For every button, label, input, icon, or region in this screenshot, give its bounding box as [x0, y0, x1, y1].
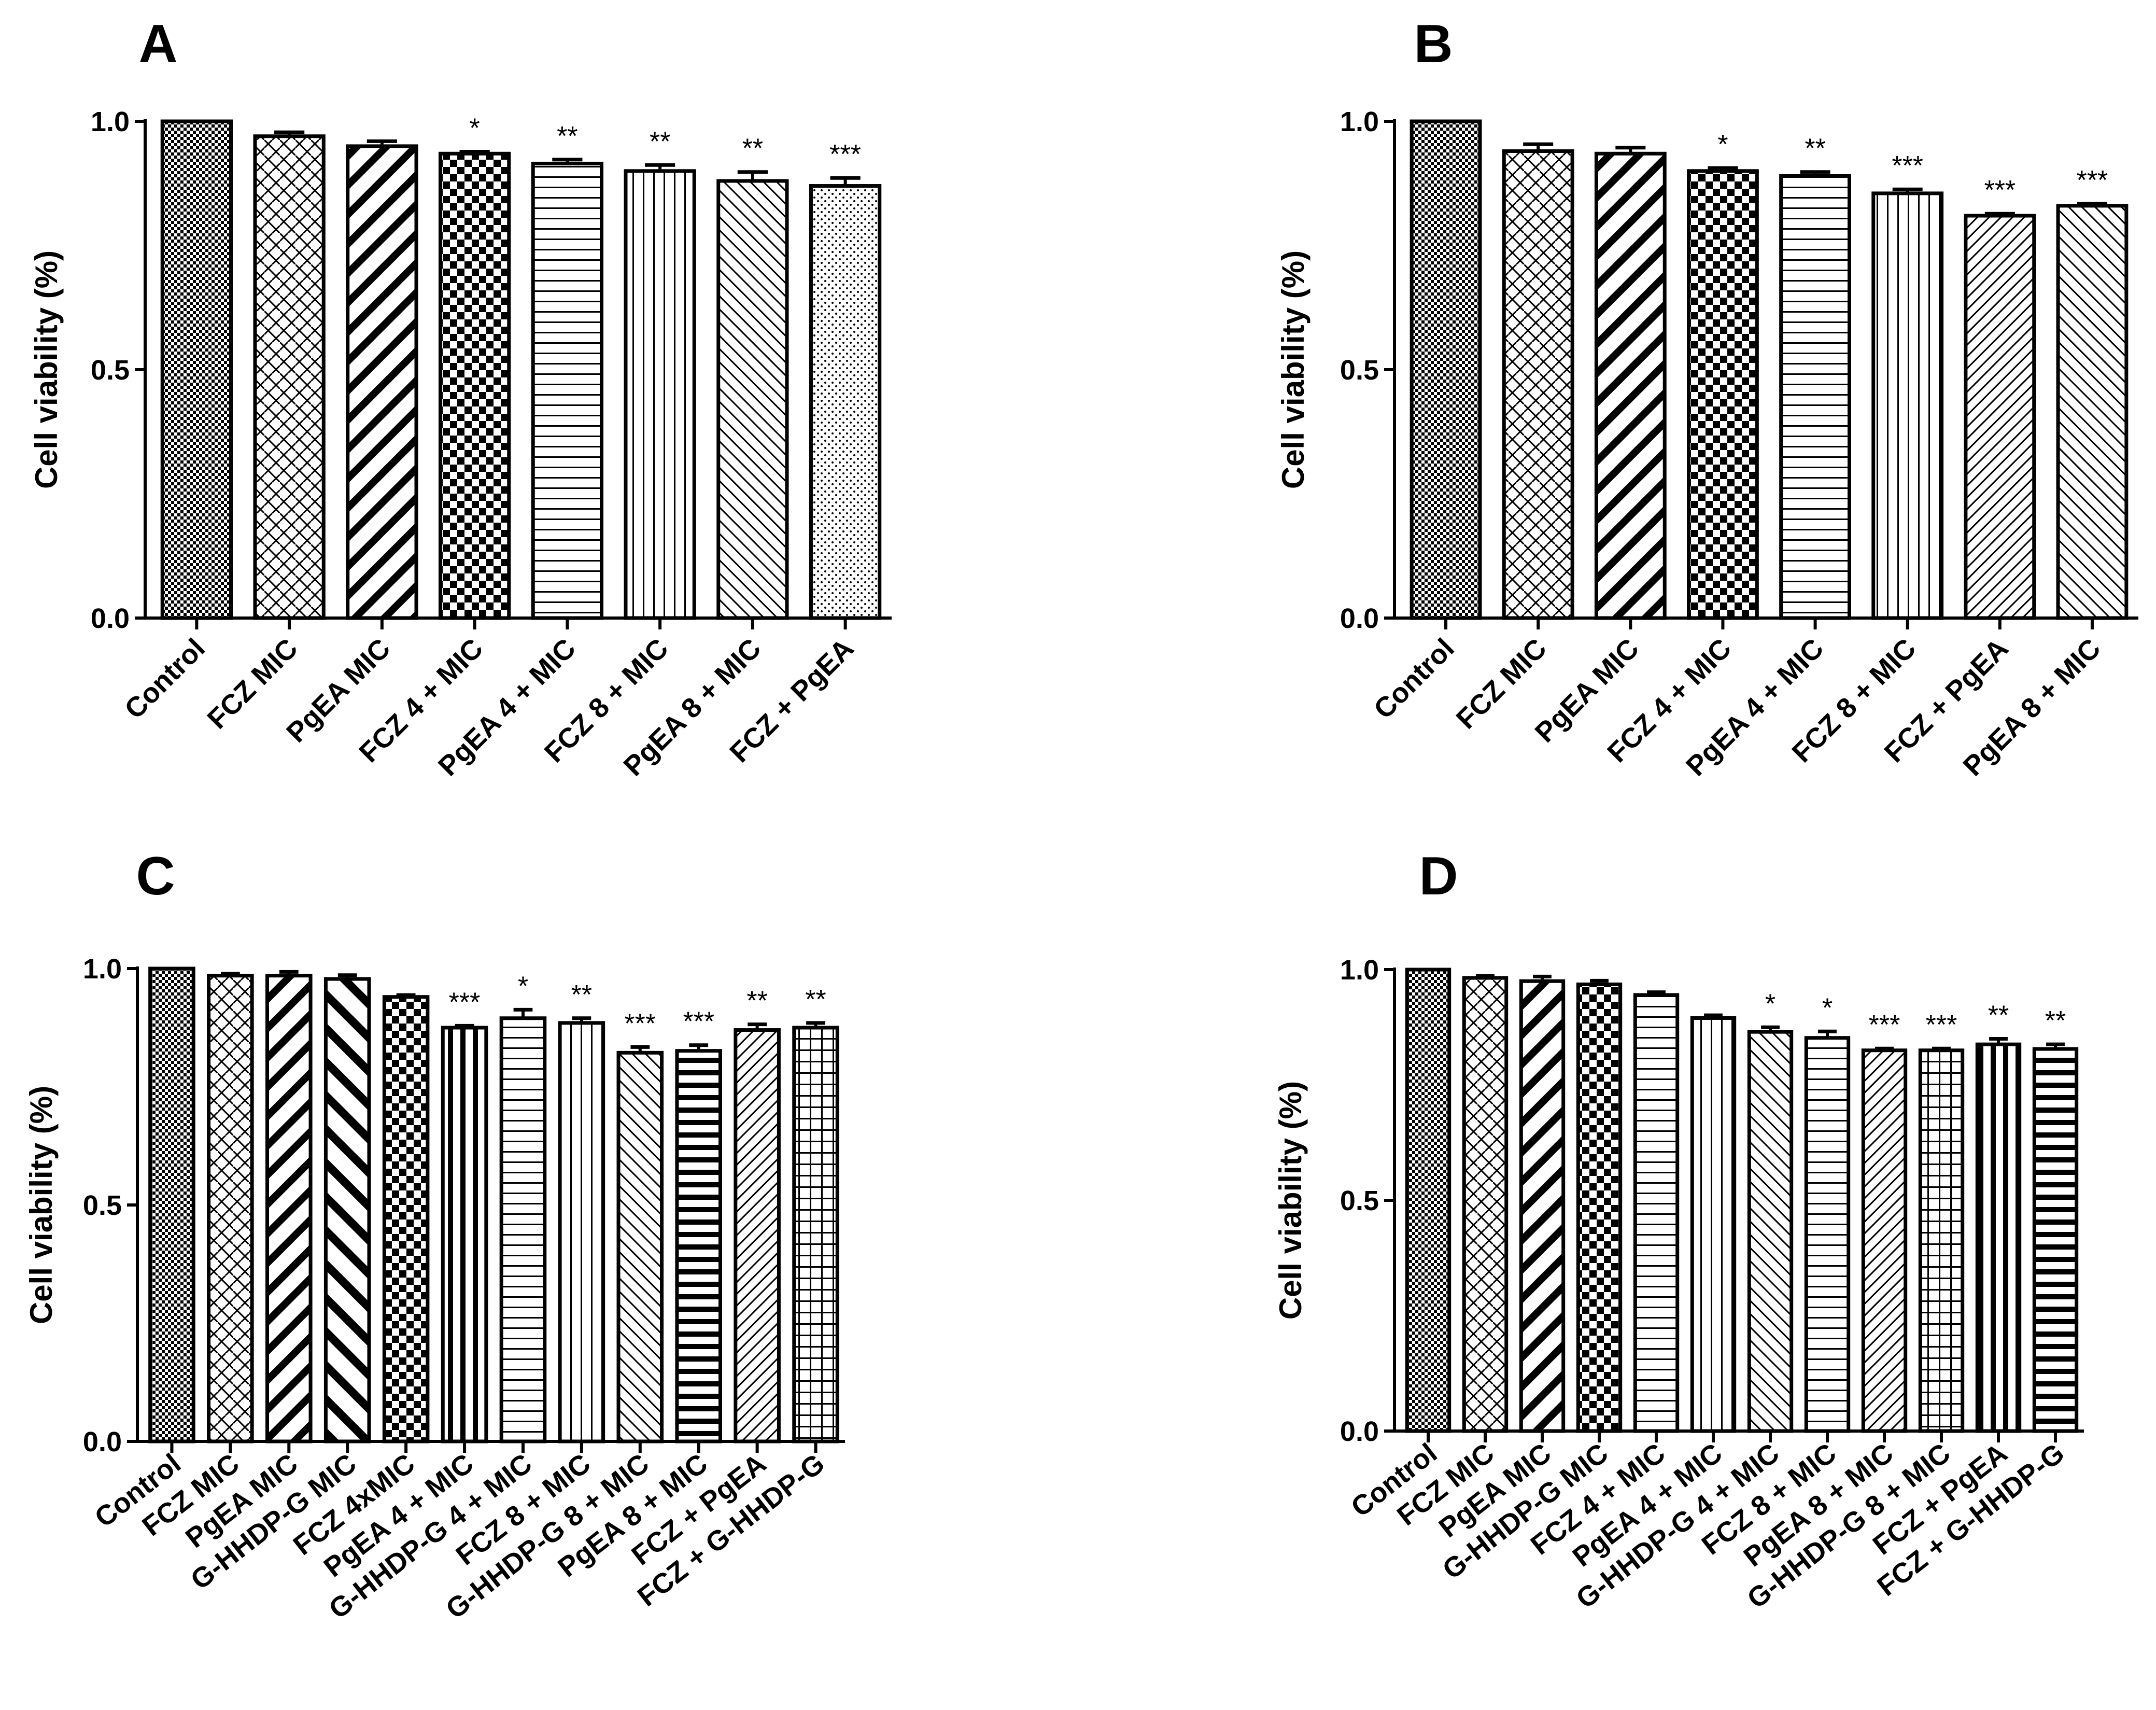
significance-marker: **: [1805, 134, 1825, 164]
y-tick-label: 0.0: [83, 1426, 122, 1457]
significance-marker: ***: [1892, 151, 1923, 181]
bar-9: [1861, 1048, 1908, 1433]
bar-2: [253, 134, 326, 620]
bar-7: [499, 1016, 547, 1443]
bar-2: [207, 974, 254, 1443]
significance-marker: ***: [449, 987, 481, 1017]
significance-marker: ***: [1926, 1010, 1957, 1040]
bar-6: [1871, 191, 1944, 620]
bar-8: [1804, 1036, 1851, 1433]
bar-3: [265, 974, 313, 1443]
y-tick-label: 1.0: [1340, 106, 1379, 137]
significance-marker: **: [746, 986, 767, 1016]
bar-7: [1964, 214, 2036, 620]
bar-1: [160, 119, 233, 620]
y-tick-label: 1.0: [91, 106, 130, 137]
bar-3: [1594, 151, 1667, 620]
panel-letter: A: [138, 14, 177, 74]
bar-11: [734, 1028, 781, 1443]
bar-4: [1687, 169, 1759, 620]
bar-1: [148, 966, 195, 1443]
bar-4: [1576, 982, 1623, 1433]
significance-marker: *: [1822, 993, 1833, 1023]
significance-marker: ***: [683, 1007, 714, 1037]
x-tick-label: Control: [119, 633, 211, 725]
bar-2: [1462, 976, 1509, 1433]
y-tick-label: 0.0: [1340, 603, 1379, 634]
significance-marker: **: [1988, 1001, 2009, 1031]
bar-2: [1502, 149, 1574, 620]
bar-3: [1519, 979, 1566, 1433]
y-axis-label: Cell viability (%): [1276, 250, 1310, 489]
significance-marker: **: [742, 134, 763, 164]
significance-marker: ***: [1869, 1010, 1900, 1040]
significance-marker: **: [650, 127, 670, 157]
significance-marker: ***: [624, 1008, 656, 1039]
bar-5: [382, 995, 430, 1443]
x-tick-label: Control: [1368, 633, 1460, 725]
significance-marker: *: [1765, 989, 1775, 1019]
y-tick-label: 0.0: [1340, 1416, 1379, 1447]
bar-6: [441, 1026, 488, 1443]
y-axis-label: Cell viability (%): [24, 1086, 59, 1324]
y-tick-label: 0.5: [1340, 1185, 1379, 1216]
bar-7: [716, 179, 789, 620]
bar-1: [1410, 119, 1482, 620]
y-tick-label: 0.5: [83, 1190, 122, 1221]
bar-12: [792, 1026, 839, 1443]
panel-letter: D: [1419, 846, 1458, 906]
bar-4: [438, 151, 511, 620]
bar-3: [346, 144, 418, 620]
significance-marker: ***: [2077, 165, 2108, 195]
significance-marker: ***: [829, 139, 861, 170]
y-tick-label: 1.0: [1340, 955, 1379, 986]
significance-marker: ***: [1984, 175, 2016, 205]
panel-letter: C: [136, 846, 175, 906]
bar-1: [1405, 968, 1452, 1433]
bar-10: [675, 1049, 722, 1443]
significance-marker: **: [805, 985, 826, 1015]
y-axis-label: Cell viability (%): [1273, 1081, 1308, 1320]
y-tick-label: 0.5: [91, 355, 130, 386]
y-tick-label: 1.0: [83, 954, 122, 985]
bar-11: [1975, 1042, 2022, 1433]
bar-5: [1779, 174, 1851, 620]
significance-marker: *: [470, 113, 480, 143]
bar-8: [558, 1021, 605, 1443]
bar-8: [2056, 204, 2129, 620]
panel-letter: B: [1414, 14, 1453, 74]
y-tick-label: 0.5: [1340, 355, 1379, 386]
bar-5: [1633, 993, 1680, 1433]
bar-12: [2032, 1047, 2079, 1433]
significance-marker: *: [1717, 130, 1728, 160]
bar-9: [616, 1050, 664, 1443]
bar-5: [531, 161, 604, 620]
y-tick-label: 0.0: [91, 603, 130, 634]
significance-marker: **: [2045, 1006, 2066, 1036]
bar-7: [1747, 1030, 1794, 1433]
significance-marker: *: [518, 971, 528, 1001]
bar-8: [809, 184, 882, 620]
bar-6: [624, 169, 696, 620]
bar-6: [1690, 1016, 1737, 1433]
bar-4: [323, 977, 371, 1443]
significance-marker: **: [557, 121, 577, 151]
significance-marker: **: [571, 980, 592, 1010]
y-axis-label: Cell viability (%): [29, 250, 64, 489]
bar-10: [1918, 1048, 1965, 1433]
